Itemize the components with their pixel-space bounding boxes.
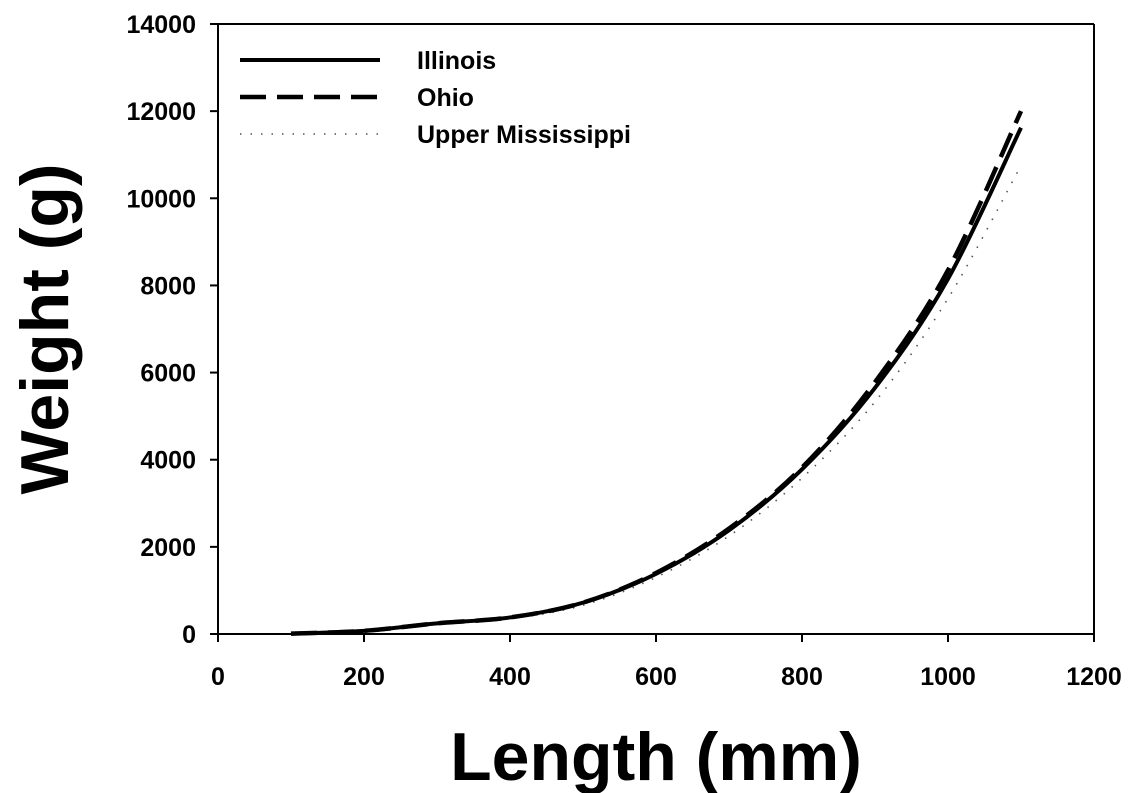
x-tick-label: 1000: [920, 663, 976, 691]
y-tick-label: 12000: [126, 98, 196, 126]
y-tick-label: 8000: [140, 272, 196, 300]
x-tick-label: 200: [343, 663, 385, 691]
x-tick-label: 0: [211, 663, 225, 691]
y-tick-label: 4000: [140, 447, 196, 475]
y-axis-ticks: 0 2000 4000 6000 8000 10000 12000 14000: [126, 11, 218, 649]
plot-area: [217, 23, 1095, 635]
x-tick-label: 600: [635, 663, 677, 691]
x-tick-label: 800: [781, 663, 823, 691]
series-line-upper-mississippi: [290, 165, 1022, 635]
y-tick-label: 6000: [140, 360, 196, 388]
y-tick-label: 10000: [126, 185, 196, 213]
legend-label: Upper Mississippi: [417, 121, 631, 149]
x-tick-label: 1200: [1066, 663, 1122, 691]
series-line-illinois: [290, 126, 1023, 636]
x-tick-label: 400: [489, 663, 531, 691]
y-tick-label: 14000: [126, 11, 196, 39]
x-axis-ticks: 0 200 400 600 800 1000 1200: [211, 634, 1122, 691]
y-axis-title: Weight (g): [7, 163, 83, 494]
series-line-ohio: [290, 110, 1024, 636]
legend-label: Ohio: [417, 84, 474, 112]
legend: Illinois Ohio Upper Mississippi: [240, 47, 631, 149]
y-tick-label: 0: [182, 621, 196, 649]
x-axis-title: Length (mm): [450, 719, 862, 793]
y-tick-label: 2000: [140, 534, 196, 562]
legend-label: Illinois: [417, 47, 496, 75]
series-lines: [290, 110, 1024, 636]
